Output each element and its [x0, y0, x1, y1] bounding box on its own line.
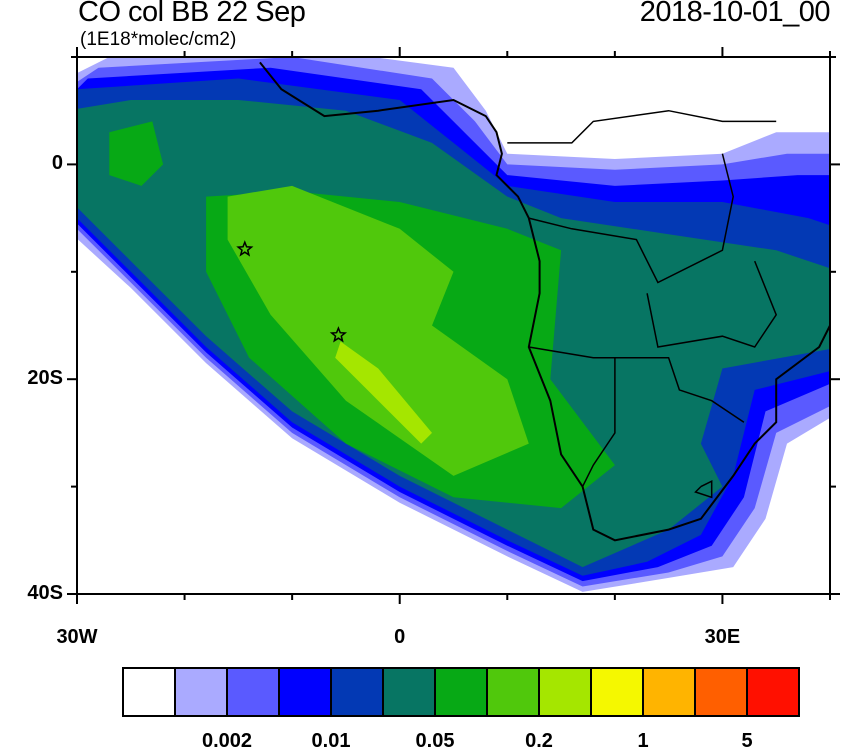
colorbar-box — [278, 667, 332, 717]
contour-level-6 — [109, 121, 164, 186]
colorbar-box — [330, 667, 384, 717]
lat-label: 0 — [51, 152, 63, 175]
colorbar-box — [642, 667, 696, 717]
contour-level-8 — [335, 341, 432, 444]
colorbar-box — [382, 667, 436, 717]
date-label: 2018-10-01_00 — [639, 0, 831, 28]
colorbar-box — [694, 667, 748, 717]
map-frame — [76, 56, 831, 595]
lat-label: 20S — [27, 367, 63, 390]
colorbar-label: 5 — [741, 730, 753, 752]
colorbar-box — [122, 667, 176, 717]
colorbar-box — [590, 667, 644, 717]
colorbar-label: 0.2 — [525, 730, 553, 752]
colorbar-box — [746, 667, 800, 717]
country-border — [528, 346, 745, 423]
lon-label: 30W — [56, 626, 98, 648]
lon-label: 0 — [394, 626, 406, 648]
plot-title: CO col BB 22 Sep — [78, 0, 306, 28]
country-border — [694, 479, 713, 499]
colorbar-label: 1 — [637, 730, 649, 752]
colorbar-box — [226, 667, 280, 717]
lon-label: 30E — [704, 626, 741, 648]
colorbar-box — [486, 667, 540, 717]
africa-coastline — [259, 61, 830, 542]
country-border — [581, 357, 616, 487]
st-helena-star-icon — [329, 326, 348, 343]
units-label: (1E18*molec/cm2) — [80, 29, 237, 50]
country-border — [528, 153, 734, 284]
colorbar-box — [434, 667, 488, 717]
lat-label: 40S — [27, 582, 63, 604]
colorbar-box — [538, 667, 592, 717]
colorbar-label: 0.002 — [201, 730, 253, 752]
colorbar-label: 0.05 — [415, 730, 455, 752]
ascension-star-icon — [236, 240, 254, 257]
colorbar-box — [174, 667, 228, 717]
contour-level-7 — [227, 185, 529, 476]
country-border — [646, 260, 778, 348]
country-border — [507, 109, 777, 144]
colorbar-label: 0.01 — [311, 730, 351, 752]
contour-layer — [77, 57, 830, 592]
